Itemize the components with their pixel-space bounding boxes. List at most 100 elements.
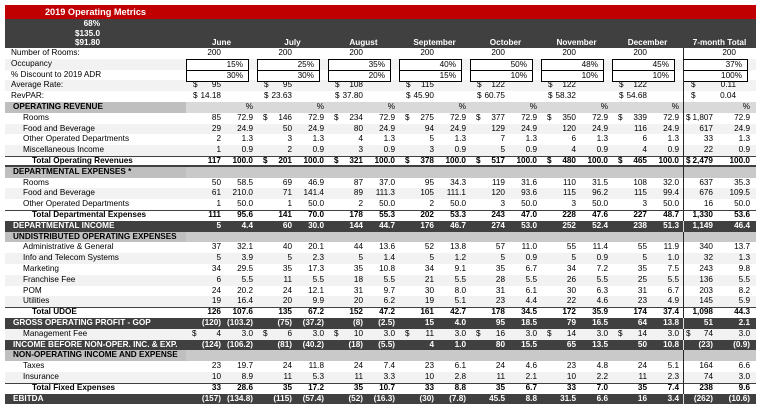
- cell-september-pct: 5.5: [454, 274, 466, 284]
- row-departmental-income: DEPARTMENTAL INCOME 5 4.4 60 30.0 144 44.7 176 4…: [5, 220, 756, 232]
- amount: 378: [420, 156, 434, 166]
- cell-total-pct: 3.0: [738, 371, 750, 381]
- input-november-discount-to-2019-adr[interactable]: 10%: [541, 69, 604, 83]
- cell-july-pct: 5.5: [312, 274, 324, 284]
- pct-header-total: %: [683, 102, 756, 113]
- cell-total-value: 22: [683, 145, 723, 157]
- cell-december-value: 23: [637, 296, 647, 306]
- cell-june-pct: 58.5: [237, 177, 253, 187]
- cell-june-pct: 3.9: [241, 253, 253, 263]
- cell-july-value: 35: [282, 382, 292, 392]
- dollar-sign: $: [335, 91, 340, 101]
- input-september-discount-to-2019-adr[interactable]: 15%: [399, 69, 462, 83]
- cell-november-value: $480: [541, 156, 578, 167]
- cell-december-pct: 3.4: [667, 393, 679, 403]
- cell-june-value: 85: [211, 112, 221, 122]
- input-total-discount-to-2019-adr[interactable]: 100%: [683, 69, 748, 83]
- column-header-june: June: [211, 38, 232, 48]
- cell-september-value: 95: [424, 177, 434, 187]
- row-label: Total Fixed Expenses: [32, 382, 116, 392]
- cell-june-value: 37: [211, 242, 221, 252]
- row-info-and-telecom-systems: Info and Telecom Systems 5 3.9 5 2.3 5 1.4 5 1.2…: [5, 253, 756, 264]
- cell-september-pct: 42.7: [450, 307, 466, 317]
- row-total-operating-revenues: Total Operating Revenues 117 100.0 $201 100.…: [5, 156, 756, 167]
- cell-july-value: 24: [282, 361, 292, 371]
- row-discount-to-2019-adr: % Discount to 2019 ADR 30% 30% 20% 15% 10% 10%…: [5, 69, 756, 83]
- dollar-sign: $: [406, 91, 411, 101]
- cell-total-value: $74: [683, 328, 723, 340]
- cell-september-pct: 1.3: [454, 134, 466, 144]
- cell-october-pct: 31.6: [521, 177, 537, 187]
- row-label: Info and Telecom Systems: [23, 253, 119, 263]
- column-header-october: October: [489, 38, 522, 48]
- amount: 146: [278, 112, 292, 122]
- cell-total-value: $1,807: [683, 112, 723, 124]
- cell-october-value: 35: [495, 382, 505, 392]
- cell-july-pct: 11.8: [308, 361, 324, 371]
- cell-total-pct: 46.4: [734, 220, 750, 230]
- cell-total-pct: 35.3: [734, 177, 750, 187]
- cell-november-pct: 16.5: [592, 317, 608, 327]
- adr-assumption: $135.0: [74, 28, 100, 38]
- cell-total-value: 200: [683, 48, 756, 59]
- input-july-discount-to-2019-adr[interactable]: 30%: [257, 69, 320, 83]
- cell-october-value: $16: [470, 329, 507, 340]
- cell-september-value: $11: [399, 329, 436, 340]
- cell-total-value: (23): [683, 339, 723, 351]
- cell-october-value: 57: [495, 242, 505, 252]
- input-value: 25%: [297, 59, 314, 69]
- input-august-discount-to-2019-adr[interactable]: 20%: [328, 69, 391, 83]
- cell-september-value: $378: [399, 156, 436, 167]
- row-income-before-non-oper-inc-exp: INCOME BEFORE NON-OPER. INC. & EXP. (124)…: [5, 339, 756, 351]
- cell-august-value: $37.80: [328, 91, 399, 102]
- cell-july-value: 71: [282, 188, 292, 198]
- column-header-september: September: [413, 38, 456, 48]
- amount: 122: [491, 80, 505, 90]
- input-value: 10%: [510, 70, 527, 80]
- cell-august-pct: 47.2: [379, 307, 395, 317]
- dollar-sign: $: [476, 156, 481, 166]
- cell-july-value: 2: [287, 145, 292, 155]
- cell-june-value: 1: [216, 145, 221, 155]
- input-june-occupancy[interactable]: 15%: [186, 58, 249, 72]
- dollar-sign: $: [686, 112, 691, 122]
- cell-total-pct: 9.6: [738, 382, 750, 392]
- cell-september-pct: 9.1: [454, 264, 466, 273]
- dollar-sign: $: [476, 328, 481, 338]
- revpar-assumption: $91.80: [74, 38, 100, 48]
- cell-december-value: 5: [642, 253, 647, 263]
- dollar-sign: $: [618, 156, 623, 166]
- cell-june-pct: (106.2): [227, 339, 253, 349]
- cell-july-pct: 3.0: [312, 328, 324, 338]
- cell-september-value: 3: [429, 145, 434, 155]
- cell-september-pct: 5.1: [454, 296, 466, 306]
- cell-october-pct: 2.1: [525, 371, 537, 381]
- cell-total-value: 203: [683, 285, 723, 297]
- cell-october-value: 35: [495, 264, 505, 273]
- section-band: [186, 166, 683, 178]
- amount: 58.32: [555, 91, 577, 101]
- row-label: Total UDOE: [32, 307, 77, 317]
- input-october-discount-to-2019-adr[interactable]: 10%: [470, 69, 533, 83]
- cell-november-value: 10: [566, 371, 576, 381]
- cell-october-value: 23: [495, 296, 505, 306]
- cell-december-value: $54.68: [612, 91, 683, 102]
- cell-december-pct: 7.5: [667, 264, 679, 273]
- row-label: Utilities: [23, 296, 50, 306]
- amount: 517: [491, 156, 505, 166]
- cell-december-value: 31: [637, 285, 647, 295]
- cell-november-pct: 7.0: [596, 382, 608, 392]
- cell-december-pct: 3.0: [667, 328, 679, 338]
- cell-november-value: 65: [566, 339, 576, 349]
- input-december-discount-to-2019-adr[interactable]: 10%: [612, 69, 675, 83]
- cell-november-value: 228: [562, 210, 576, 220]
- cell-november-value: 110: [562, 177, 576, 187]
- row-total-departmental-expenses: Total Departmental Expenses 111 95.6 141 70.…: [5, 210, 756, 221]
- cell-november-pct: 0.9: [596, 253, 608, 263]
- cell-total-pct: 72.9: [734, 112, 750, 122]
- cell-july-pct: 9.9: [312, 296, 324, 306]
- cell-november-pct: 5.5: [596, 274, 608, 284]
- amount: 45.90: [413, 91, 435, 101]
- amount: 37.80: [342, 91, 364, 101]
- input-june-discount-to-2019-adr[interactable]: 30%: [186, 69, 249, 83]
